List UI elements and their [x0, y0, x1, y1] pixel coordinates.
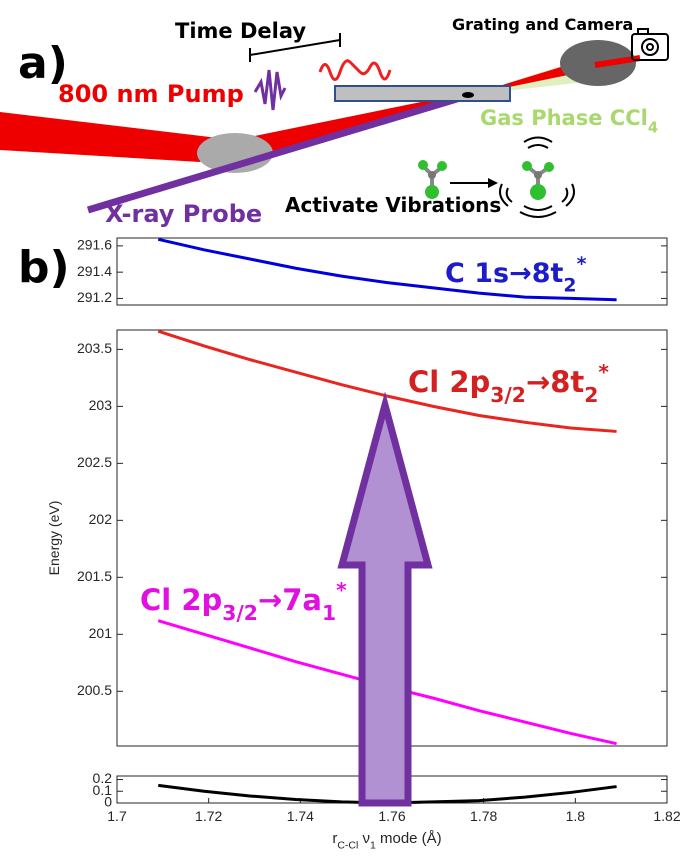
- focus: [462, 92, 474, 98]
- text-part: →8t: [509, 258, 563, 289]
- x-tick-label: 1.74: [287, 808, 314, 824]
- text-part: 3/2: [490, 383, 526, 407]
- gas-cell: [334, 85, 511, 102]
- x-tick-label: 1.8: [566, 808, 586, 824]
- annotation: C 1s→8t2*: [445, 253, 587, 297]
- schematic: [0, 28, 669, 218]
- diagram-label: Gas Phase CCl4: [480, 106, 658, 136]
- y-tick-label: 291.4: [77, 263, 112, 279]
- text-part: 1: [370, 839, 376, 851]
- text-part: mode (Å): [376, 830, 442, 847]
- diagram-label: X-ray Probe: [105, 200, 262, 228]
- text-part: r: [332, 830, 337, 847]
- y-tick-label: 201: [89, 625, 113, 641]
- molecule-vibrating: [499, 136, 575, 218]
- x-axis-label: rC-Cl ν1 mode (Å): [332, 830, 441, 851]
- diagram-label: Grating and Camera: [452, 15, 633, 34]
- arrow-head: [488, 178, 498, 188]
- y-tick-label: 202: [89, 511, 113, 527]
- text-part: *: [577, 253, 587, 275]
- y-tick-label: 0: [104, 794, 112, 810]
- text-part: →8t: [526, 365, 584, 399]
- text-part: *: [336, 578, 347, 602]
- text-part: 4: [648, 119, 658, 136]
- y-tick-label: 203.5: [77, 340, 112, 356]
- text-part: 1: [322, 601, 336, 625]
- text-part: 2: [563, 274, 576, 296]
- diagram-label: Time Delay: [175, 19, 306, 43]
- probe-pulse: [253, 69, 287, 111]
- panel-label: a): [18, 38, 68, 89]
- diagram-label: 800 nm Pump: [58, 80, 244, 108]
- x-tick-label: 1.76: [378, 808, 405, 824]
- camera-icon: [631, 28, 669, 61]
- text-part: Cl 2p: [408, 365, 490, 399]
- data-line: [157, 237, 617, 302]
- x-tick-label: 1.72: [195, 808, 222, 824]
- y-tick-label: 202.5: [77, 454, 112, 470]
- pump-beam: [0, 112, 235, 162]
- plot-frame: [116, 237, 668, 306]
- excitation-arrow: [337, 391, 433, 807]
- y-tick-label: 0.2: [93, 770, 113, 786]
- probe-beam: [86, 91, 472, 214]
- text-part: 3/2: [222, 601, 258, 625]
- text-part: C 1s: [445, 258, 509, 289]
- text-part: C-Cl: [337, 839, 358, 851]
- x-tick-label: 1.78: [470, 808, 497, 824]
- data-line: [157, 329, 617, 433]
- y-tick-label: 291.6: [77, 237, 112, 253]
- x-tick-label: 1.7: [107, 808, 127, 824]
- y-tick-label: 200.5: [77, 682, 112, 698]
- annotation: Cl 2p3/2→8t2*: [408, 360, 609, 407]
- delay-bracket: [249, 39, 341, 56]
- molecule: [418, 160, 447, 199]
- text-part: *: [598, 360, 609, 384]
- text-part: Gas Phase CCl: [480, 106, 648, 130]
- text-part: ν: [358, 830, 370, 847]
- y-tick-label: 203: [89, 397, 113, 413]
- text-part: →7a: [258, 583, 322, 617]
- y-tick-label: 0.1: [93, 782, 113, 798]
- pump-pulse: [318, 59, 392, 81]
- text-part: Cl 2p: [140, 583, 222, 617]
- y-tick-label: 201.5: [77, 568, 112, 584]
- y-axis-label: Energy (eV): [46, 501, 62, 576]
- x-tick-label: 1.82: [653, 808, 680, 824]
- annotation: Cl 2p3/2→7a1*: [140, 578, 347, 625]
- y-tick-label: 291.2: [77, 289, 112, 305]
- text-part: 2: [584, 383, 598, 407]
- panel-label: b): [18, 242, 70, 293]
- diagram-label: Activate Vibrations: [285, 193, 501, 217]
